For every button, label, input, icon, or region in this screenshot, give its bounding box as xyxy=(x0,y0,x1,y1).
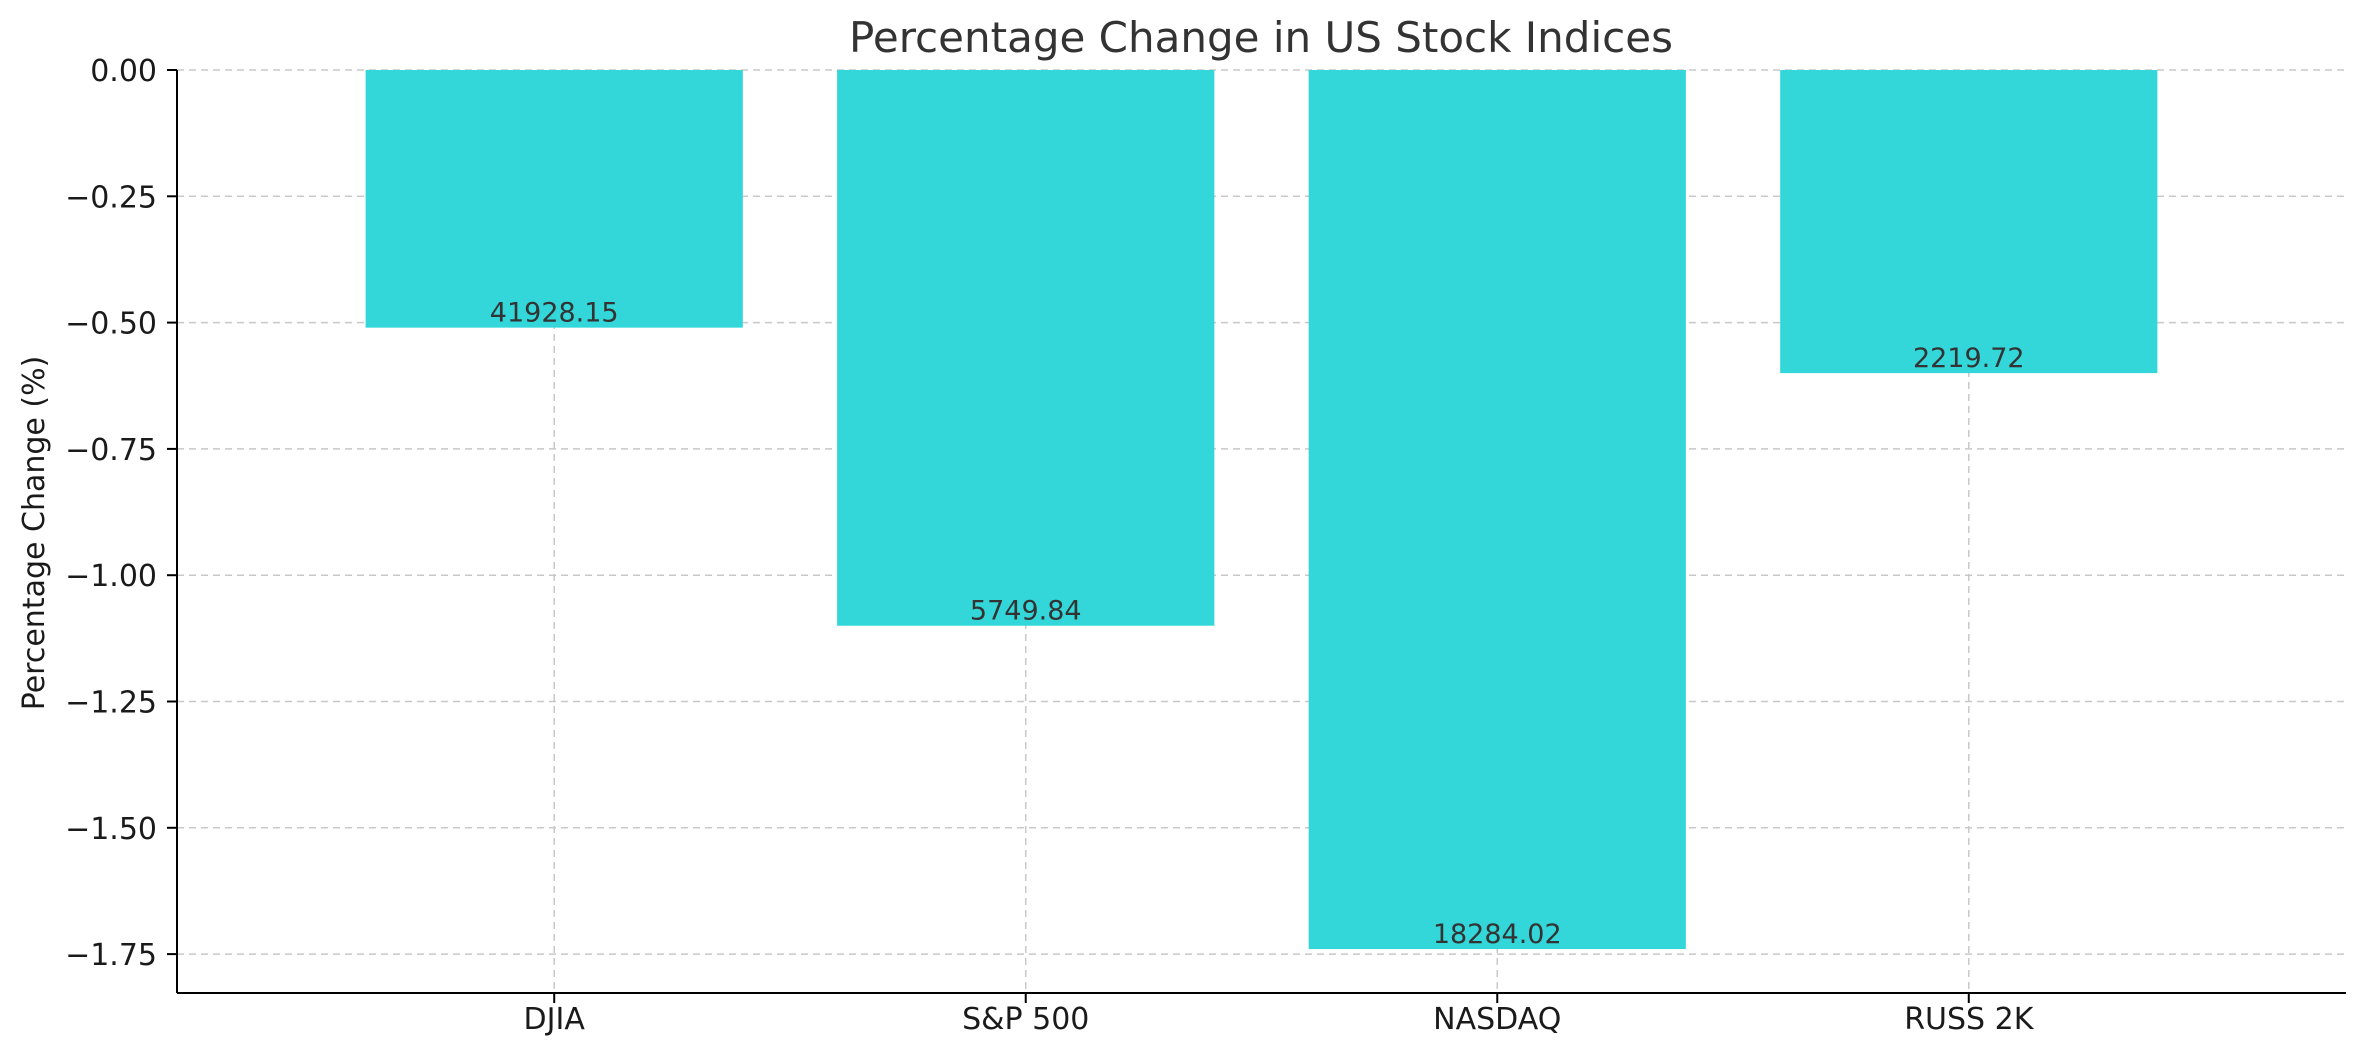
bar-value-label: 2219.72 xyxy=(1913,343,2025,374)
y-tick-label: −0.25 xyxy=(65,180,157,215)
bar xyxy=(837,70,1215,626)
bar-value-label: 5749.84 xyxy=(970,596,1082,627)
x-tick-label: DJIA xyxy=(524,1002,586,1037)
y-tick-label: −0.50 xyxy=(65,307,157,342)
x-tick-label: S&P 500 xyxy=(962,1002,1089,1037)
y-axis-label: Percentage Change (%) xyxy=(17,356,52,711)
y-tick-label: −1.25 xyxy=(65,685,157,720)
ticks: 0.00 −0.25 −0.50 −0.75 −1.00 −1.25 −1.50 −1.75 D… xyxy=(65,54,2035,1037)
y-tick-label: −1.00 xyxy=(65,559,157,594)
chart-title: Percentage Change in US Stock Indices xyxy=(849,13,1673,62)
bars xyxy=(365,70,2158,950)
x-tick-label: NASDAQ xyxy=(1433,1002,1561,1037)
x-tick-label: RUSS 2K xyxy=(1904,1002,2035,1037)
y-tick-label: −1.75 xyxy=(65,938,157,973)
y-tick-label: −1.50 xyxy=(65,812,157,847)
bar xyxy=(365,70,743,328)
bar-labels: 41928.15 5749.84 18284.02 2219.72 xyxy=(490,298,2025,950)
y-tick-label: 0.00 xyxy=(90,54,157,89)
bar xyxy=(1308,70,1686,950)
bar-value-label: 41928.15 xyxy=(490,298,619,329)
bar xyxy=(1780,70,2158,374)
y-tick-label: −0.75 xyxy=(65,433,157,468)
axes xyxy=(176,70,2346,994)
bar-value-label: 18284.02 xyxy=(1433,919,1562,950)
